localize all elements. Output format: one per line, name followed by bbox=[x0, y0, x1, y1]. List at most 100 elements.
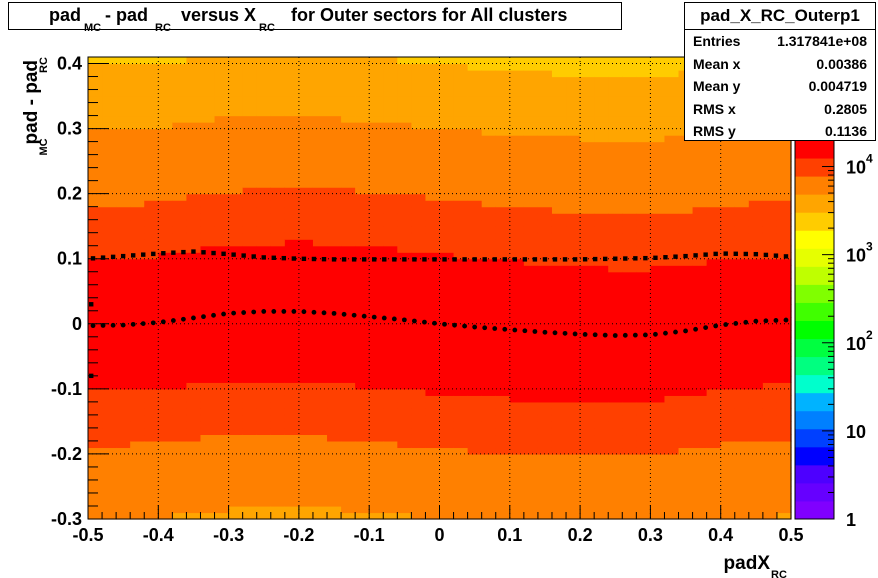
heatmap-cell bbox=[130, 284, 145, 292]
heatmap-cell bbox=[270, 460, 286, 468]
heatmap-cell bbox=[411, 167, 427, 175]
heatmap-cell bbox=[383, 76, 398, 84]
rms-marker bbox=[271, 255, 276, 260]
heatmap-cell bbox=[172, 317, 188, 325]
heatmap-cell bbox=[706, 310, 722, 318]
heatmap-cell bbox=[158, 206, 173, 214]
heatmap-cell bbox=[355, 512, 370, 520]
heatmap-cell bbox=[158, 252, 173, 260]
heatmap-cell bbox=[397, 349, 412, 357]
heatmap-cell bbox=[130, 109, 145, 117]
heatmap-cell bbox=[523, 505, 539, 514]
heatmap-cell bbox=[312, 323, 328, 331]
heatmap-cell bbox=[692, 375, 708, 383]
heatmap-cell bbox=[580, 336, 595, 344]
heatmap-cell bbox=[608, 388, 623, 396]
heatmap-cell bbox=[144, 291, 159, 299]
heatmap-cell bbox=[355, 336, 370, 344]
heatmap-cell bbox=[158, 180, 173, 188]
heatmap-cell bbox=[312, 434, 328, 442]
heatmap-cell bbox=[341, 239, 356, 247]
heatmap-cell bbox=[411, 388, 427, 396]
heatmap-cell bbox=[298, 297, 314, 305]
heatmap-cell bbox=[369, 115, 384, 123]
heatmap-cell bbox=[144, 323, 159, 331]
heatmap-cell bbox=[425, 401, 441, 409]
heatmap-cell bbox=[580, 369, 595, 377]
heatmap-cell bbox=[256, 154, 272, 162]
heatmap-cell bbox=[720, 297, 736, 305]
heatmap-cell bbox=[186, 206, 202, 214]
heatmap-cell bbox=[566, 96, 581, 104]
heatmap-cell bbox=[622, 369, 637, 377]
heatmap-cell bbox=[748, 206, 764, 214]
heatmap-cell bbox=[116, 460, 131, 468]
heatmap-cell bbox=[214, 343, 230, 351]
heatmap-cell bbox=[270, 401, 286, 409]
heatmap-cell bbox=[608, 505, 623, 514]
heatmap-cell bbox=[495, 154, 511, 162]
heatmap-cell bbox=[116, 330, 131, 338]
heatmap-cell bbox=[467, 505, 483, 514]
heatmap-cell bbox=[523, 141, 539, 149]
heatmap-cell bbox=[411, 245, 427, 253]
heatmap-cell bbox=[369, 213, 384, 221]
heatmap-cell bbox=[537, 388, 553, 396]
heatmap-cell bbox=[439, 447, 455, 455]
heatmap-cell bbox=[706, 317, 722, 325]
heatmap-cell bbox=[594, 330, 609, 338]
heatmap-cell bbox=[200, 505, 216, 514]
heatmap-cell bbox=[200, 265, 216, 273]
heatmap-cell bbox=[88, 83, 103, 91]
heatmap-cell bbox=[242, 375, 258, 383]
heatmap-cell bbox=[270, 154, 286, 162]
heatmap-cell bbox=[144, 414, 159, 422]
heatmap-cell bbox=[467, 102, 483, 110]
heatmap-cell bbox=[748, 193, 764, 201]
heatmap-cell bbox=[298, 466, 314, 475]
heatmap-cell bbox=[439, 414, 455, 422]
heatmap-cell bbox=[130, 304, 145, 312]
heatmap-cell bbox=[256, 434, 272, 442]
heatmap-cell bbox=[383, 395, 398, 403]
heatmap-cell bbox=[608, 297, 623, 305]
heatmap-cell bbox=[566, 375, 581, 383]
heatmap-cell bbox=[636, 271, 651, 279]
heatmap-cell bbox=[88, 239, 103, 247]
heatmap-cell bbox=[594, 154, 609, 162]
heatmap-cell bbox=[748, 200, 764, 208]
heatmap-cell bbox=[720, 330, 736, 338]
heatmap-cell bbox=[186, 239, 202, 247]
heatmap-cell bbox=[102, 148, 117, 156]
heatmap-cell bbox=[102, 115, 117, 123]
heatmap-cell bbox=[481, 239, 497, 247]
rms-marker bbox=[100, 255, 106, 260]
heatmap-cell bbox=[270, 284, 286, 292]
heatmap-cell bbox=[102, 388, 117, 396]
heatmap-cell bbox=[214, 239, 230, 247]
heatmap-cell bbox=[678, 492, 694, 501]
heatmap-cell bbox=[481, 265, 497, 273]
heatmap-cell bbox=[481, 245, 497, 253]
heatmap-cell bbox=[298, 317, 314, 325]
heatmap-cell bbox=[439, 362, 455, 370]
heatmap-cell bbox=[720, 479, 736, 488]
heatmap-cell bbox=[130, 512, 145, 520]
heatmap-cell bbox=[256, 304, 272, 312]
heatmap-cell bbox=[214, 200, 230, 208]
heatmap-cell bbox=[186, 265, 202, 273]
heatmap-cell bbox=[566, 297, 581, 305]
heatmap-cell bbox=[298, 239, 314, 247]
heatmap-cell bbox=[692, 310, 708, 318]
heatmap-cell bbox=[467, 83, 483, 91]
heatmap-cell bbox=[256, 323, 272, 331]
heatmap-cell bbox=[214, 375, 230, 383]
heatmap-cell bbox=[664, 258, 680, 266]
heatmap-cell bbox=[580, 109, 595, 117]
heatmap-cell bbox=[298, 434, 314, 442]
heatmap-cell bbox=[341, 434, 356, 442]
heatmap-cell bbox=[776, 174, 792, 182]
heatmap-cell bbox=[622, 460, 637, 468]
heatmap-cell bbox=[228, 206, 244, 214]
heatmap-cell bbox=[636, 427, 651, 436]
